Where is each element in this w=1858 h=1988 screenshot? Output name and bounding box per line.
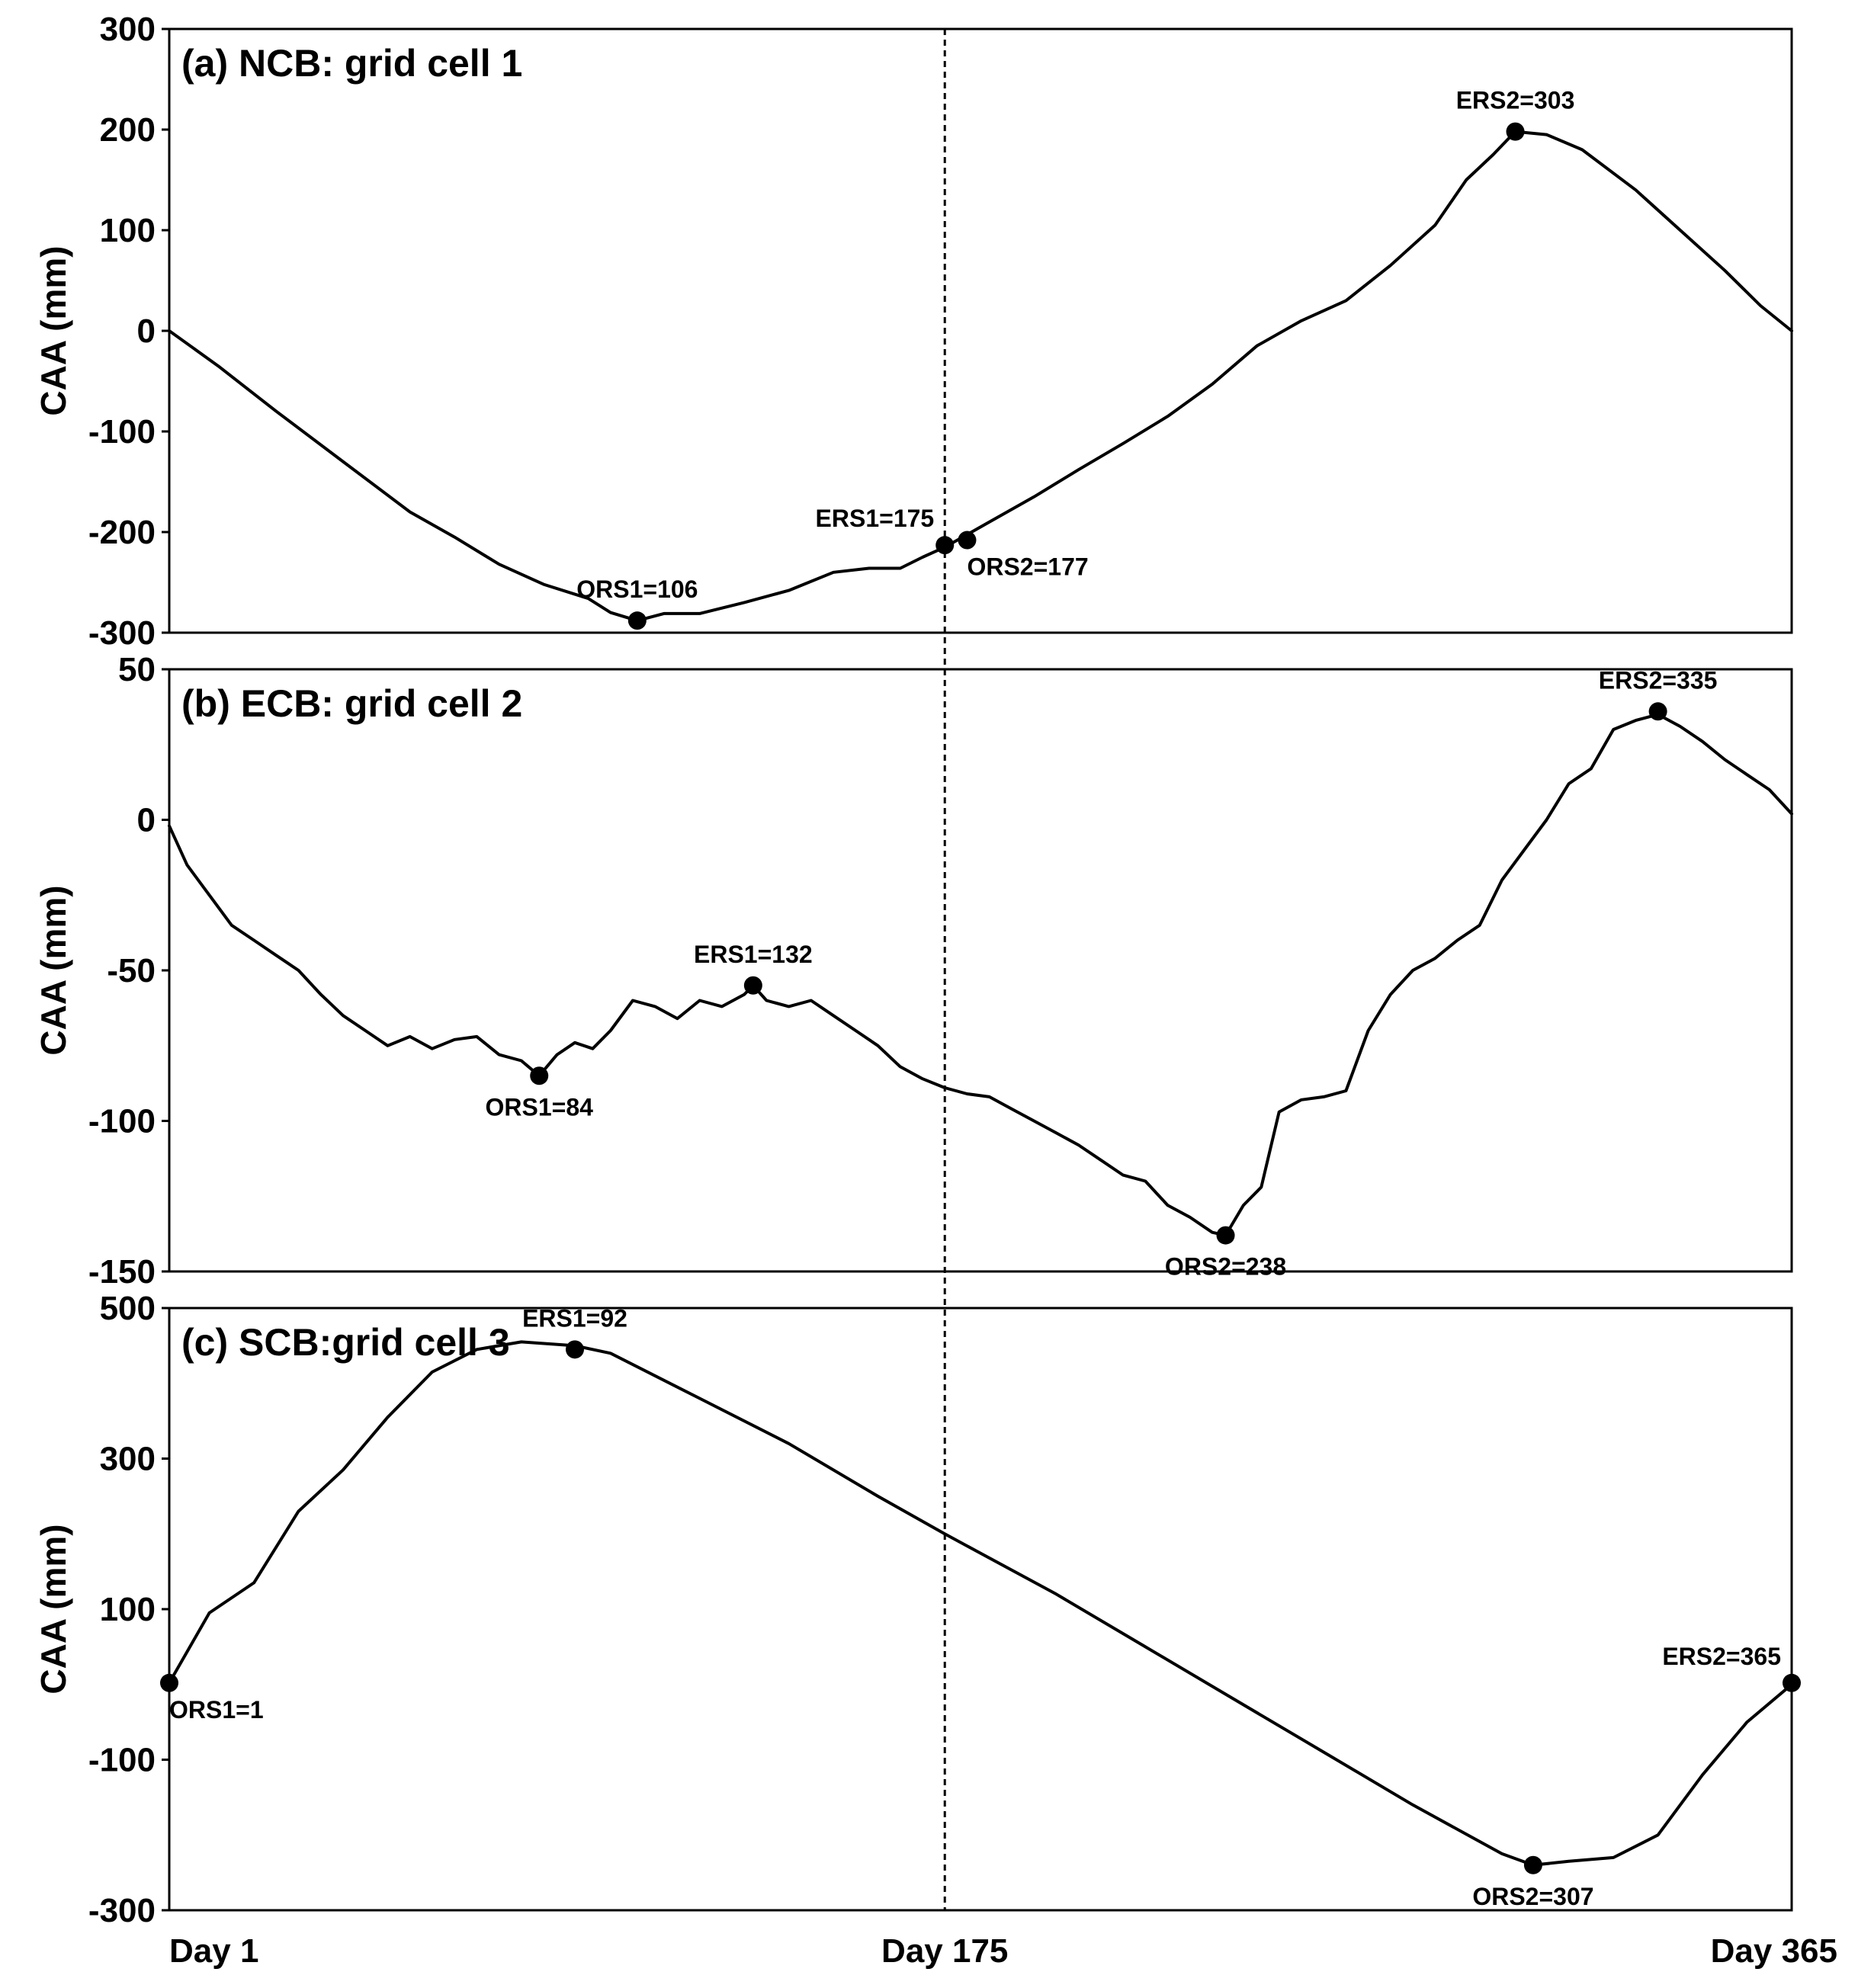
annotation-label: ORS2=238 xyxy=(1165,1253,1286,1281)
y-tick-label: -200 xyxy=(88,514,156,551)
y-tick-label: 300 xyxy=(100,11,156,48)
annotation-marker xyxy=(958,531,977,550)
x-tick-label: Day 175 xyxy=(881,1932,1008,1970)
annotation-label: ORS1=106 xyxy=(576,576,698,603)
panel-title: (a) NCB: grid cell 1 xyxy=(181,42,522,85)
annotation-label: ORS1=1 xyxy=(169,1696,264,1723)
chart-panel-1: 300 200 100 0 -100 -200 -300 CAA (mm) (a) NCB: g… xyxy=(34,11,1793,652)
y-tick-label: 0 xyxy=(137,802,156,839)
annotation-marker xyxy=(1783,1673,1801,1692)
annotation-label: ORS2=307 xyxy=(1472,1883,1593,1910)
y-tick-label: -300 xyxy=(88,614,156,652)
annotation-marker xyxy=(1648,702,1667,721)
x-tick-label: Day 1 xyxy=(169,1932,258,1970)
y-axis-title: CAA (mm) xyxy=(34,885,73,1055)
y-tick-label: -150 xyxy=(88,1253,156,1291)
y-tick-label: -100 xyxy=(88,413,156,451)
plot-frame xyxy=(168,27,1793,634)
panel-title: (c) SCB:grid cell 3 xyxy=(181,1321,510,1364)
y-tick-label: -50 xyxy=(107,952,156,989)
y-tick-label: 100 xyxy=(100,1591,156,1628)
y-axis-title: CAA (mm) xyxy=(34,1524,73,1694)
y-axis-title: CAA (mm) xyxy=(34,245,73,415)
series-line-1 xyxy=(168,130,1793,623)
y-tick-label: 50 xyxy=(118,651,156,688)
annotation-marker xyxy=(743,976,762,995)
y-tick-label: -300 xyxy=(88,1892,156,1929)
annotation-label: ORS2=177 xyxy=(967,553,1088,581)
annotation-marker xyxy=(1523,1855,1542,1874)
annotation-label: ERS2=303 xyxy=(1456,87,1575,114)
y-tick-label: 300 xyxy=(100,1441,156,1478)
y-tick-label: 0 xyxy=(137,313,156,350)
annotation-label: ERS1=132 xyxy=(694,941,813,968)
x-tick-label: Day 365 xyxy=(1711,1932,1837,1970)
annotation-marker xyxy=(160,1673,178,1692)
annotation-label: ERS1=175 xyxy=(816,505,935,532)
annotation-marker xyxy=(1216,1226,1235,1245)
y-tick-label: -100 xyxy=(88,1742,156,1779)
panel-title: (b) ECB: grid cell 2 xyxy=(181,682,522,725)
y-tick-label: 200 xyxy=(100,111,156,149)
annotation-marker xyxy=(530,1066,549,1085)
plot-frame xyxy=(168,1307,1793,1912)
annotation-label: ERS2=335 xyxy=(1599,666,1718,694)
series-line-1 xyxy=(168,1340,1793,1867)
series-line-1 xyxy=(168,713,1793,1237)
chart-panel-3: 500 300 100 -100 -300 CAA (mm) (c) SCB:grid ce… xyxy=(34,1290,1801,1929)
annotation-marker xyxy=(627,611,647,630)
annotation-label: ORS1=84 xyxy=(486,1093,594,1121)
annotation-label: ERS1=92 xyxy=(522,1304,627,1332)
plot-frame xyxy=(168,668,1793,1273)
y-tick-label: -100 xyxy=(88,1103,156,1140)
chart-panels: 300 200 100 0 -100 -200 -300 CAA (mm) (a) NCB: g… xyxy=(34,11,1801,1929)
annotation-label: ERS2=365 xyxy=(1662,1643,1781,1670)
y-tick-label: 100 xyxy=(100,212,156,249)
y-tick-label: 500 xyxy=(100,1290,156,1327)
x-tick-labels: Day 1 Day 175 Day 365 xyxy=(169,1932,1837,1970)
annotation-marker xyxy=(1506,122,1525,141)
chart-panel-2: 50 0 -50 -100 -150 CAA (mm) (b) ECB: grid cell… xyxy=(34,651,1793,1291)
annotation-marker xyxy=(566,1340,584,1359)
